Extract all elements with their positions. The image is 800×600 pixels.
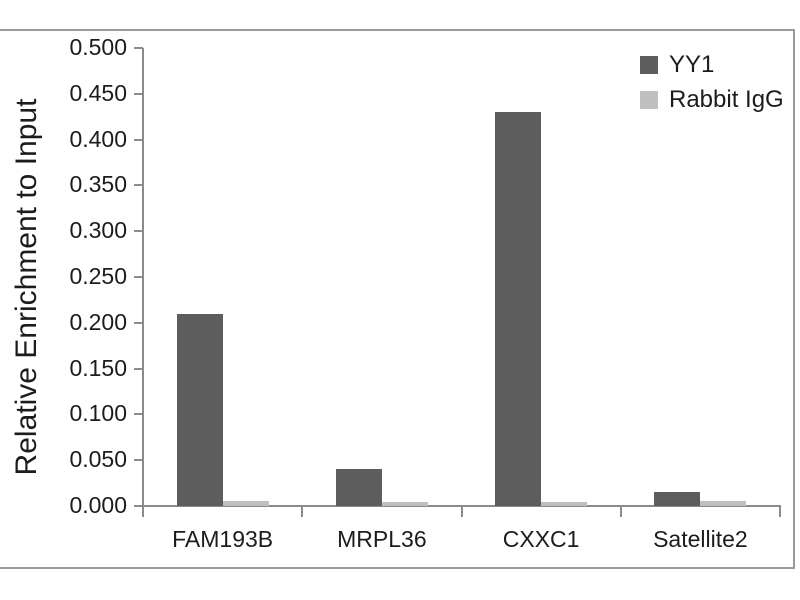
y-tick-mark bbox=[134, 321, 143, 324]
bar-yy1-mrpl36 bbox=[335, 469, 382, 506]
y-tick-label: 0.450 bbox=[69, 79, 127, 106]
y-axis-line bbox=[142, 48, 144, 507]
y-tick-label: 0.000 bbox=[69, 492, 127, 518]
bar-yy1-satellite2 bbox=[654, 492, 701, 506]
legend-swatch-rabbit-igg bbox=[640, 91, 658, 109]
y-tick-mark bbox=[134, 230, 143, 233]
x-tick-mark bbox=[779, 506, 781, 517]
legend-item-yy1: YY1 bbox=[640, 53, 714, 77]
legend-label: YY1 bbox=[669, 51, 715, 78]
y-tick-mark bbox=[134, 138, 143, 141]
y-tick-mark bbox=[134, 276, 143, 278]
x-category-label: CXXC1 bbox=[502, 526, 580, 552]
y-tick-label: 0.050 bbox=[69, 446, 127, 473]
y-tick-mark bbox=[134, 505, 143, 507]
y-tick-label: 0.250 bbox=[69, 263, 127, 289]
bar-rabbit-igg-satellite2 bbox=[700, 501, 747, 506]
y-tick-mark bbox=[134, 367, 143, 370]
x-category-label: MRPL36 bbox=[337, 526, 427, 552]
y-tick-mark bbox=[134, 413, 143, 416]
bar-yy1-fam193b bbox=[176, 314, 223, 506]
bar-rabbit-igg-mrpl36 bbox=[381, 502, 428, 506]
legend-swatch-yy1 bbox=[640, 56, 658, 74]
chart-border-frame bbox=[0, 29, 795, 569]
bar-rabbit-igg-cxxc1 bbox=[541, 502, 588, 506]
y-tick-label: 0.400 bbox=[69, 125, 127, 152]
x-category-label: FAM193B bbox=[172, 526, 274, 552]
y-tick-mark bbox=[134, 184, 143, 187]
y-tick-mark bbox=[134, 47, 143, 49]
x-tick-mark bbox=[301, 506, 304, 517]
y-tick-label: 0.200 bbox=[69, 308, 127, 335]
y-tick-mark bbox=[134, 92, 143, 95]
bar-rabbit-igg-fam193b bbox=[222, 501, 269, 506]
y-tick-mark bbox=[134, 459, 143, 462]
legend-label: Rabbit IgG bbox=[669, 86, 784, 113]
legend-item-rabbit-igg: Rabbit IgG bbox=[640, 88, 784, 112]
y-tick-label: 0.300 bbox=[69, 217, 127, 244]
x-tick-mark bbox=[460, 506, 463, 517]
y-tick-label: 0.150 bbox=[69, 354, 127, 381]
x-tick-mark bbox=[142, 506, 144, 517]
y-tick-label: 0.500 bbox=[69, 34, 127, 60]
y-tick-label: 0.100 bbox=[69, 400, 127, 427]
x-category-label: Satellite2 bbox=[653, 526, 748, 552]
bar-yy1-cxxc1 bbox=[495, 112, 542, 506]
y-tick-label: 0.350 bbox=[69, 171, 127, 198]
x-tick-mark bbox=[619, 506, 622, 517]
